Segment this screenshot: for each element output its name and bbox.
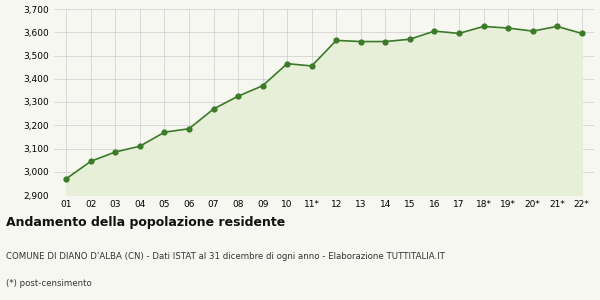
Point xyxy=(86,159,95,164)
Point xyxy=(209,106,218,111)
Point xyxy=(356,39,365,44)
Point xyxy=(61,176,71,181)
Text: (*) post-censimento: (*) post-censimento xyxy=(6,279,92,288)
Point xyxy=(233,94,243,99)
Point xyxy=(160,130,169,135)
Point xyxy=(307,64,317,68)
Point xyxy=(405,37,415,42)
Point xyxy=(430,29,439,34)
Text: Andamento della popolazione residente: Andamento della popolazione residente xyxy=(6,216,285,229)
Point xyxy=(135,144,145,148)
Point xyxy=(258,83,268,88)
Point xyxy=(528,29,538,34)
Text: COMUNE DI DIANO D'ALBA (CN) - Dati ISTAT al 31 dicembre di ogni anno - Elaborazi: COMUNE DI DIANO D'ALBA (CN) - Dati ISTAT… xyxy=(6,252,445,261)
Point xyxy=(380,39,390,44)
Point xyxy=(283,61,292,66)
Point xyxy=(503,26,513,31)
Point xyxy=(454,31,464,36)
Point xyxy=(479,24,488,29)
Point xyxy=(553,24,562,29)
Point xyxy=(577,31,587,36)
Point xyxy=(110,150,120,154)
Point xyxy=(184,126,194,131)
Point xyxy=(331,38,341,43)
